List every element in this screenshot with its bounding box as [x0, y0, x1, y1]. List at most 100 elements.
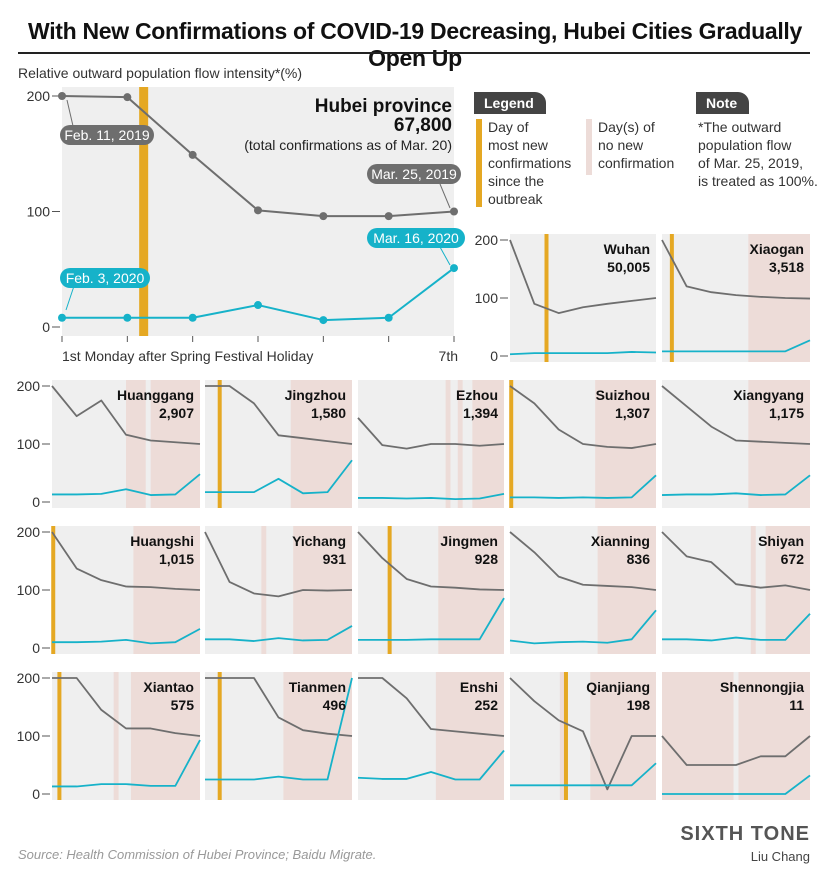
city-name: Tianmen: [289, 679, 346, 695]
annotation-label: Mar. 16, 2020: [373, 230, 459, 246]
annotation-pill: [60, 268, 150, 288]
city-confirmations: 3,518: [769, 259, 804, 275]
point-2019: [319, 212, 328, 221]
peak-day-bar: [544, 234, 549, 362]
series-line-2020: [205, 625, 353, 642]
point-2020: [254, 301, 262, 310]
city-name: Shiyan: [758, 533, 804, 549]
series-line-2019: [509, 531, 657, 591]
city-confirmations: 575: [171, 697, 195, 713]
annotation-pill: [367, 228, 465, 248]
series-line-2020: [662, 774, 811, 795]
series-line-2019: [51, 385, 201, 445]
series-line-2020: [205, 677, 353, 781]
panel-wuhan: 0 100 200 Wuhan 50,005: [475, 232, 657, 364]
city-name: Shennongjia: [720, 679, 804, 695]
series-line-2020: [358, 492, 505, 501]
city-confirmations: 1,175: [769, 405, 804, 421]
point-2020: [58, 313, 66, 322]
y-tick-label: 100: [475, 290, 499, 306]
point-2020: [123, 313, 132, 322]
city-confirmations: 50,005: [607, 259, 650, 275]
peak-day-bar: [139, 87, 149, 336]
point-2019: [384, 212, 393, 221]
city-name: Huangshi: [130, 533, 194, 549]
city-name: Suizhou: [596, 387, 650, 403]
series-line-2019: [52, 677, 201, 737]
x-axis-label-end: 7th: [439, 348, 458, 364]
y-tick-label: 200: [17, 524, 41, 540]
annotation-label: Feb. 3, 2020: [66, 270, 145, 286]
city-confirmations: 928: [475, 551, 499, 567]
series-line-2020: [358, 597, 505, 641]
series-line-2020: [662, 613, 811, 642]
series-line-2020: [357, 749, 505, 781]
y-tick-label: 100: [17, 728, 41, 744]
y-tick-label: 100: [17, 436, 41, 452]
point-2020: [188, 313, 197, 322]
series-line-2019: [205, 677, 353, 737]
no-new-confirmation-band: [662, 672, 734, 800]
panel-jingmen: Jingmen 928: [357, 526, 505, 654]
series-line-2019: [509, 677, 656, 791]
city-name: Xiangyang: [733, 387, 804, 403]
y-tick-label: 0: [490, 348, 498, 364]
y-tick-label: 200: [17, 378, 41, 394]
series-line-2020: [510, 762, 657, 787]
city-confirmations: 252: [475, 697, 499, 713]
no-new-confirmation-band: [261, 526, 267, 654]
peak-day-bar: [51, 526, 56, 654]
peak-day-bar: [563, 672, 568, 800]
annotation-leader: [65, 285, 75, 311]
y-tick-label: 0: [32, 640, 40, 656]
panel-xianning: Xianning 836: [509, 526, 657, 654]
confirmations-caption: (total confirmations as of Mar. 20): [244, 137, 452, 153]
point-2020: [384, 313, 393, 322]
confirmations-value: 67,800: [394, 115, 452, 136]
panel-huangshi: 0 100 200 Huangshi 1,015: [17, 524, 201, 656]
city-confirmations: 2,907: [159, 405, 194, 421]
y-tick-label: 100: [27, 204, 51, 220]
y-tick-label: 0: [32, 494, 40, 510]
author-credit: Liu Chang: [750, 849, 810, 864]
series-line-2020: [661, 474, 811, 496]
panel-tianmen: Tianmen 496: [205, 672, 353, 800]
legend-nonew-label: Day(s) of no new confirmation: [598, 119, 675, 171]
y-tick-label: 100: [17, 582, 41, 598]
note-tag: Note: [696, 92, 750, 114]
panel-hubei-province: 0 100 200 1st Monday after Spring Festival …: [27, 87, 465, 364]
page-title: With New Confirmations of COVID-19 Decre…: [27, 18, 802, 71]
panel-shennongjia: Shennongjia 11: [661, 672, 811, 800]
city-confirmations: 1,307: [615, 405, 650, 421]
no-new-confirmation-band: [130, 672, 200, 800]
city-name: Huanggang: [117, 387, 194, 403]
city-confirmations: 672: [781, 551, 805, 567]
x-axis-label-start: 1st Monday after Spring Festival Holiday: [62, 348, 313, 364]
city-name: Jingmen: [440, 533, 498, 549]
city-confirmations: 1,015: [159, 551, 194, 567]
y-axis-caption: Relative outward population flow intensi…: [18, 65, 303, 81]
no-new-confirmation-band: [738, 672, 810, 800]
series-line-2020: [205, 459, 353, 495]
series-line-2020: [52, 739, 201, 788]
no-new-confirmation-band: [113, 672, 119, 800]
point-2019: [58, 92, 66, 100]
series-line-2019: [358, 677, 505, 737]
point-2019: [123, 93, 132, 102]
annotation-leader: [66, 99, 74, 127]
series-line-2019: [661, 385, 811, 445]
panel-background: [510, 234, 656, 362]
series-line-2020: [52, 473, 201, 496]
city-confirmations: 1,580: [311, 405, 346, 421]
city-name: Xianning: [591, 533, 650, 549]
panel-xiangyang: Xiangyang 1,175: [661, 380, 811, 508]
peak-day-bar: [57, 672, 62, 800]
title-underline: [18, 52, 810, 54]
no-new-confirmation-band: [559, 672, 565, 800]
series-line-2019: [661, 735, 811, 766]
point-2020: [450, 264, 458, 273]
legend-nonew-swatch: [586, 119, 592, 175]
annotation-pill: [60, 125, 154, 145]
